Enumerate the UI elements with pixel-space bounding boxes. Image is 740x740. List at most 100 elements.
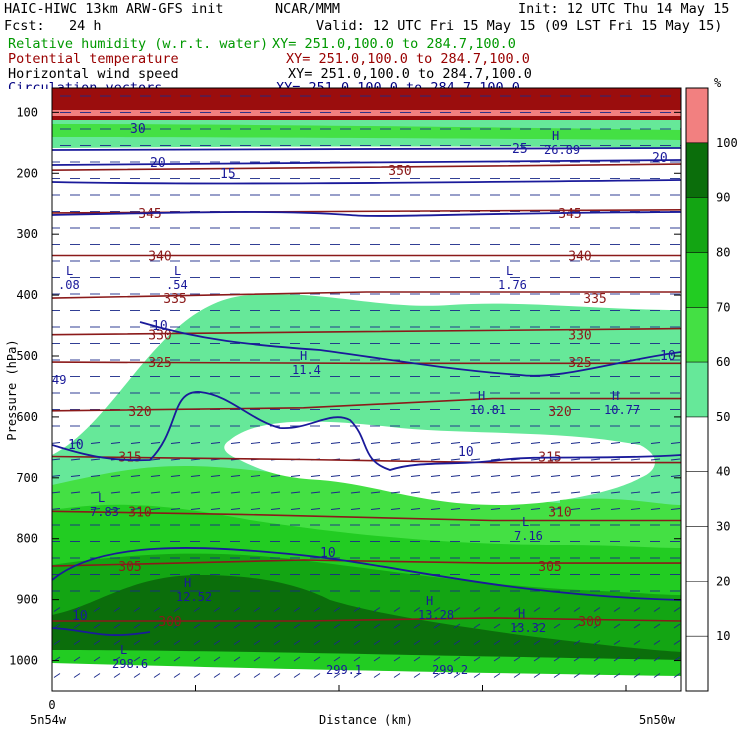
vector-arrow — [393, 607, 401, 612]
extremum-value: 26.89 — [544, 143, 580, 157]
vector-arrow — [630, 475, 641, 477]
wind-contour — [139, 321, 681, 377]
vector-arrow — [213, 623, 221, 629]
extremum-value: 12.52 — [176, 590, 212, 604]
vector-arrow — [230, 491, 241, 494]
vector-arrow — [153, 640, 161, 645]
vector-arrow — [93, 607, 101, 612]
vector-arrow — [153, 673, 161, 678]
vector-arrow — [210, 508, 221, 510]
colorbar-tick-label: 20 — [716, 574, 730, 588]
vector-arrow — [293, 640, 301, 645]
vector-arrow — [173, 656, 181, 662]
colorbar-bin — [686, 88, 708, 143]
vector-arrow — [270, 442, 281, 444]
vector-arrow — [93, 656, 101, 662]
vector-arrow — [513, 640, 521, 645]
vector-arrow — [53, 673, 61, 678]
vector-arrow — [370, 508, 381, 510]
vector-arrow — [173, 607, 181, 612]
vector-arrow — [653, 673, 661, 678]
vector-arrow — [413, 673, 421, 678]
vector-arrow — [153, 623, 161, 629]
vector-arrow — [533, 673, 541, 678]
vector-arrow — [130, 442, 141, 444]
vector-arrow — [450, 491, 461, 494]
vector-arrow — [493, 656, 501, 662]
vector-arrow — [110, 491, 121, 494]
vector-arrow — [633, 607, 641, 612]
vector-arrow — [573, 656, 581, 662]
theta-contour-label: 345 — [558, 207, 581, 222]
y-tick-label: 700 — [16, 471, 38, 485]
wind-contour-label: 10 — [152, 319, 168, 334]
vector-arrow — [593, 623, 601, 629]
vector-arrow — [110, 442, 121, 444]
vector-arrow — [513, 623, 521, 629]
wind-contour-label: 20 — [652, 151, 668, 166]
theta-contour-300 — [52, 617, 681, 622]
vector-arrow — [253, 640, 261, 645]
colorbar-tick-label: 80 — [716, 245, 730, 259]
vector-arrow — [113, 656, 121, 662]
extremum-marker: H — [612, 389, 619, 403]
vector-arrow — [113, 640, 121, 645]
extremum-marker: L — [66, 264, 73, 278]
vector-arrow — [170, 508, 181, 510]
extremum-value: 7.83 — [90, 505, 119, 519]
vector-arrow — [173, 673, 181, 678]
vector-arrow — [590, 458, 601, 461]
vector-arrow — [490, 442, 501, 444]
vector-arrow — [633, 623, 641, 629]
vector-arrow — [270, 491, 281, 494]
vector-arrow — [630, 508, 641, 510]
vector-arrow — [450, 458, 461, 461]
vector-arrow — [393, 673, 401, 678]
y-tick-label: 600 — [16, 410, 38, 424]
extremum-value: 13.32 — [510, 621, 546, 635]
vector-arrow — [433, 623, 441, 629]
colorbar-tick-label: 30 — [716, 520, 730, 534]
vector-arrow — [430, 475, 441, 477]
extremum-value: .54 — [166, 278, 188, 292]
theta-contour-label: 305 — [118, 560, 141, 575]
vector-arrow — [170, 458, 181, 461]
vector-arrow — [290, 491, 301, 494]
vector-arrow — [190, 442, 201, 444]
extremum-marker: H — [184, 576, 191, 590]
vector-arrow — [250, 508, 261, 510]
vector-arrow — [473, 656, 481, 662]
vector-arrow — [253, 607, 261, 612]
legend-wind-field: Horizontal wind speed — [8, 66, 179, 82]
vector-arrow — [650, 442, 661, 444]
vector-arrow — [390, 458, 401, 461]
vector-arrow — [270, 508, 281, 510]
vector-arrow — [133, 656, 141, 662]
vector-arrow — [413, 607, 421, 612]
vector-arrow — [450, 442, 461, 444]
vector-arrow — [590, 508, 601, 510]
vector-arrow — [113, 673, 121, 678]
wind-contour-label: 25 — [512, 142, 528, 157]
rh-band-red-strip — [52, 110, 681, 116]
vector-arrow — [470, 442, 481, 444]
vector-arrow — [273, 640, 281, 645]
vector-arrow — [233, 607, 241, 612]
vector-arrow — [530, 491, 541, 494]
vector-arrow — [393, 640, 401, 645]
y-tick-label: 300 — [16, 227, 38, 241]
vector-arrow — [193, 673, 201, 678]
wind-contour — [52, 547, 681, 601]
vector-arrow — [493, 673, 501, 678]
vector-arrow — [593, 607, 601, 612]
extremum-value: .08 — [58, 278, 80, 292]
theta-contour-label: 350 — [388, 164, 411, 179]
vector-arrow — [133, 607, 141, 612]
vector-arrow — [173, 640, 181, 645]
vector-arrow — [450, 508, 461, 510]
vector-arrow — [90, 491, 101, 494]
vector-arrow — [493, 607, 501, 612]
vector-arrow — [490, 458, 501, 461]
vector-arrow — [73, 640, 81, 645]
